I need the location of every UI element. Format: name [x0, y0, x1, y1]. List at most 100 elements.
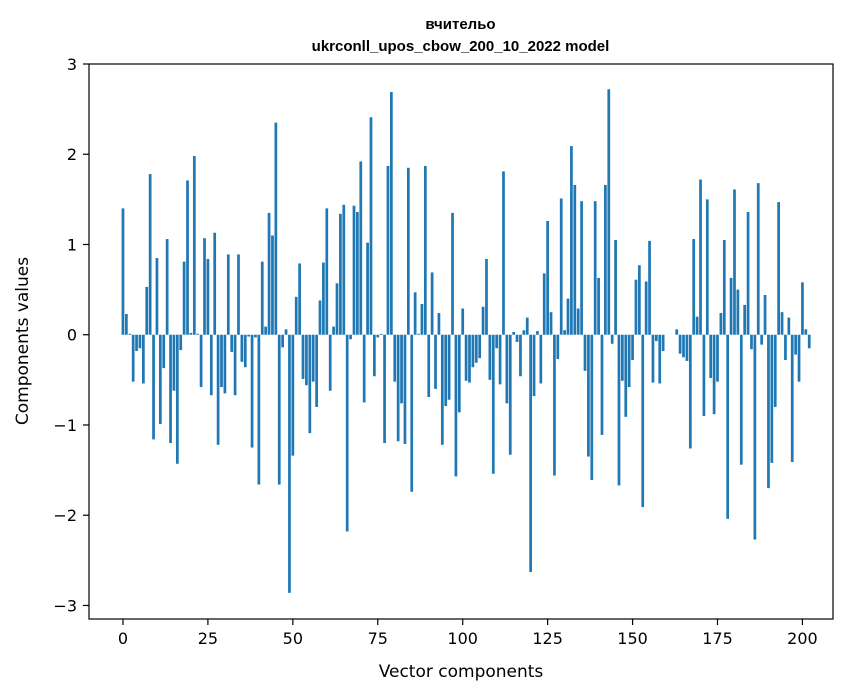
bar	[128, 333, 132, 335]
bar	[729, 277, 733, 335]
bar	[464, 334, 468, 381]
bar	[627, 334, 631, 388]
bar	[797, 334, 801, 382]
bar	[743, 304, 747, 335]
bar	[335, 283, 339, 335]
bar	[678, 334, 682, 354]
bar	[807, 334, 811, 349]
bar	[641, 334, 645, 508]
bar	[481, 306, 485, 335]
bar	[607, 89, 611, 335]
bar	[400, 334, 403, 404]
bar	[644, 281, 648, 335]
bar	[777, 202, 780, 335]
bar	[702, 334, 706, 416]
bar	[624, 334, 628, 417]
bar	[148, 174, 152, 335]
bar	[576, 308, 580, 335]
bar	[604, 184, 607, 335]
bar	[525, 317, 529, 335]
bar	[362, 334, 366, 403]
bar	[695, 316, 699, 335]
x-tick-label: 25	[198, 629, 218, 648]
bar	[522, 330, 526, 335]
bar	[356, 212, 359, 335]
bar	[417, 333, 420, 335]
bar	[142, 334, 145, 384]
bar	[563, 330, 566, 335]
bar	[617, 334, 621, 486]
bar	[719, 313, 723, 335]
bar	[767, 334, 770, 489]
bar	[801, 282, 804, 335]
bar	[553, 334, 556, 476]
bar	[152, 334, 155, 440]
bar	[495, 334, 499, 349]
bar	[376, 334, 380, 338]
x-tick-label: 125	[532, 629, 563, 648]
bar	[750, 334, 753, 350]
bar	[631, 334, 634, 360]
bar	[685, 334, 689, 361]
bar	[610, 334, 614, 344]
y-tick-label: 2	[67, 145, 77, 164]
bar	[121, 208, 125, 335]
bar	[580, 201, 583, 335]
bar	[658, 334, 662, 384]
x-tick-label: 100	[447, 629, 478, 648]
chart-subtitle: ukrconll_upos_cbow_200_10_2022 model	[312, 38, 610, 55]
plot-frame	[88, 63, 834, 620]
bar	[726, 334, 730, 519]
bar	[216, 334, 220, 445]
bar	[189, 332, 193, 335]
bar	[291, 334, 295, 456]
bar	[182, 261, 186, 335]
bar	[373, 334, 376, 377]
bar	[590, 334, 594, 481]
bar	[301, 334, 305, 379]
bar	[434, 334, 437, 389]
bar	[209, 334, 213, 396]
bar	[471, 334, 475, 368]
x-tick-label: 175	[702, 629, 733, 648]
bar	[155, 258, 159, 335]
bar	[406, 167, 410, 335]
bar	[315, 334, 318, 407]
bar	[773, 334, 777, 407]
bar	[638, 265, 641, 335]
bar	[440, 334, 444, 445]
bar	[447, 334, 451, 400]
bar	[546, 221, 549, 335]
bar	[600, 334, 604, 435]
bar	[519, 334, 522, 377]
bar	[339, 213, 342, 335]
y-tick-label: 3	[67, 55, 77, 74]
bar	[688, 334, 692, 449]
bar	[722, 239, 726, 335]
bars-group	[121, 89, 811, 593]
bar	[461, 308, 465, 335]
bar	[131, 334, 135, 382]
bar	[294, 296, 298, 335]
y-tick-label: −1	[53, 416, 77, 435]
x-tick-label: 150	[617, 629, 648, 648]
y-tick-label: 0	[67, 326, 77, 345]
bar	[539, 334, 543, 384]
bar	[444, 334, 448, 407]
bar	[230, 334, 234, 352]
bar	[583, 334, 587, 371]
chart-title: вчительо	[425, 16, 495, 33]
bar	[699, 179, 702, 335]
bar	[502, 171, 505, 335]
bar	[308, 334, 312, 434]
bar	[478, 334, 482, 359]
bar	[770, 334, 774, 463]
bar	[318, 300, 322, 335]
bar	[512, 332, 516, 335]
bar	[709, 334, 713, 379]
bar	[763, 295, 767, 335]
bar	[260, 261, 264, 335]
bar	[705, 199, 709, 335]
bar	[420, 304, 424, 335]
